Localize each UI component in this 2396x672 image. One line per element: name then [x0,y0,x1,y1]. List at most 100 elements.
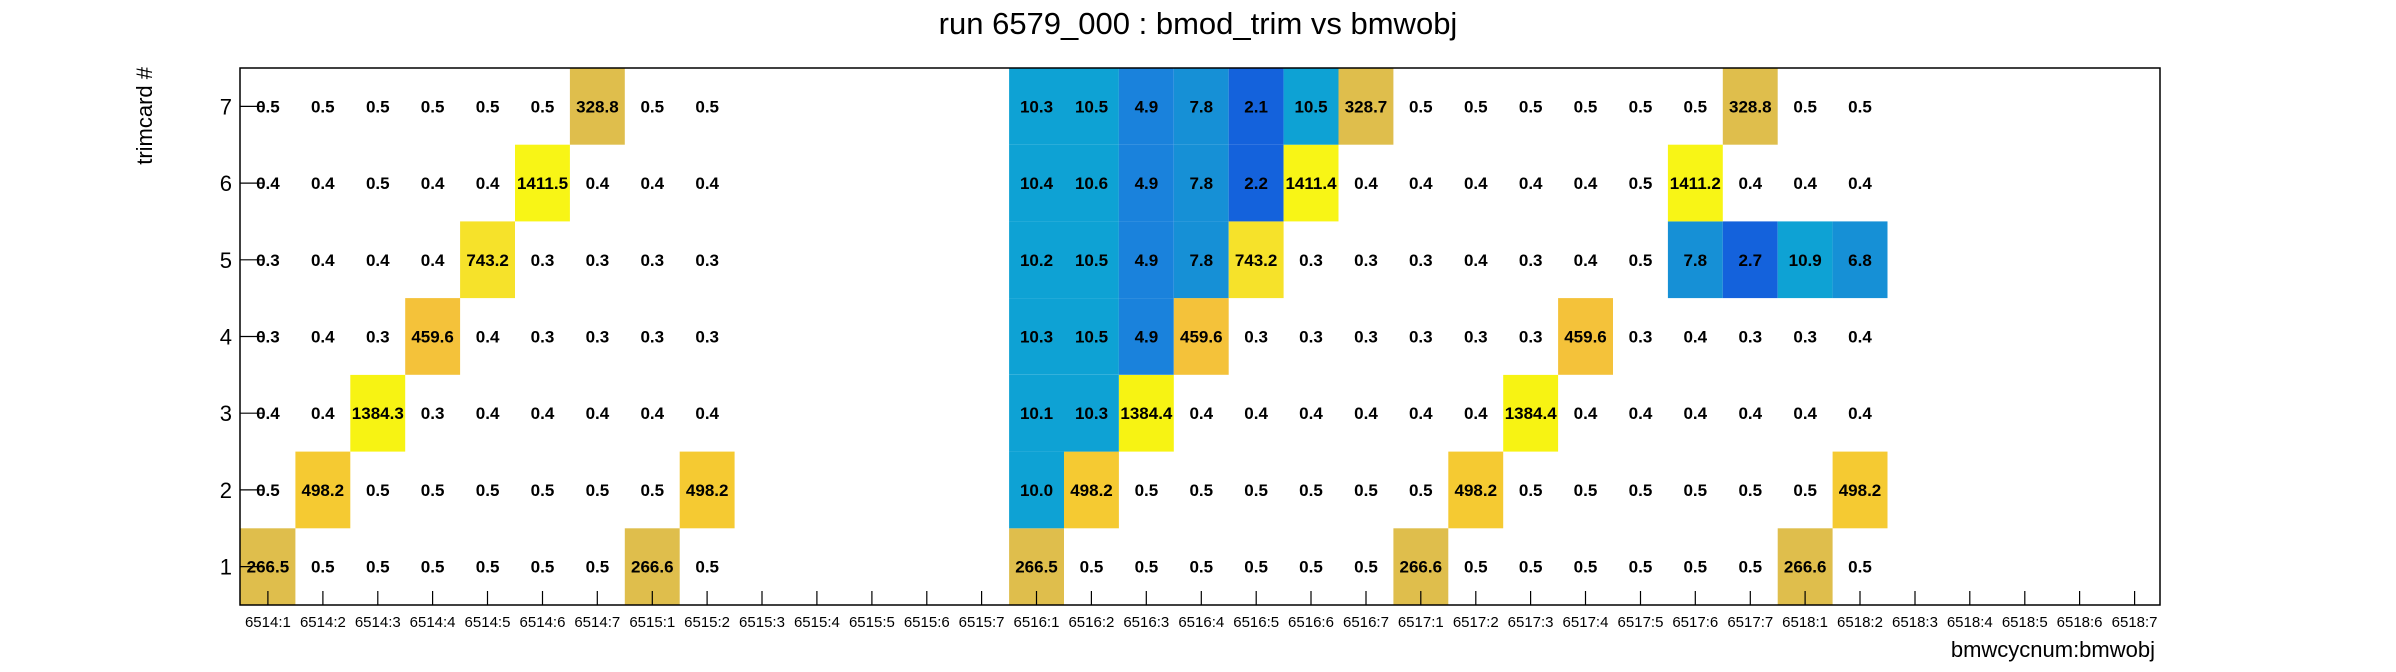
cell-value-label: 6.8 [1848,251,1872,270]
heatmap-cell [1722,221,1778,299]
cell-value-label: 0.5 [366,174,390,193]
cell-value-label: 0.4 [586,404,610,423]
cell-value-label: 0.3 [1519,328,1543,347]
heatmap-cell [1009,451,1064,529]
cell-value-label: 0.4 [476,328,500,347]
cell-value-label: 0.5 [311,558,335,577]
x-tick-label: 6515:5 [849,614,895,631]
cell-value-label: 0.3 [531,251,555,270]
cell-value-label: 0.3 [531,328,555,347]
cell-value-label: 0.3 [586,251,610,270]
chart-title: run 6579_000 : bmod_trim vs bmwobj [939,6,1458,41]
x-tick-label: 6515:6 [904,614,950,631]
cell-value-label: 0.3 [1409,251,1433,270]
cell-value-label: 0.4 [1464,404,1488,423]
x-tick-label: 6516:2 [1068,614,1114,631]
cell-value-label: 0.5 [1244,481,1268,500]
cell-value-label: 0.5 [256,481,280,500]
cell-value-label: 0.4 [1464,174,1488,193]
cell-value-label: 0.5 [1683,97,1707,116]
heatmap-cell [1009,68,1064,145]
cell-value-label: 0.5 [1189,558,1213,577]
cell-value-label: 266.6 [1400,558,1443,577]
cell-value-label: 0.4 [1244,404,1268,423]
cell-value-label: 2.7 [1738,251,1762,270]
heatmap-cell [1667,221,1723,299]
heatmap-cell [1118,221,1174,299]
x-tick-label: 6517:5 [1618,614,1664,631]
cell-value-label: 0.3 [1464,328,1488,347]
cell-value-label: 0.5 [476,558,500,577]
heatmap-cell [569,68,625,145]
cell-value-label: 0.4 [1464,251,1488,270]
cell-value-label: 0.5 [1683,558,1707,577]
heatmap-cell [1667,144,1723,222]
cell-value-label: 0.3 [1793,328,1817,347]
cell-value-label: 0.5 [256,97,280,116]
y-tick-label: 2 [220,478,232,503]
cell-value-label: 4.9 [1135,174,1159,193]
cell-value-label: 0.5 [366,97,390,116]
cell-value-label: 0.5 [1629,97,1653,116]
heatmap-cell [405,298,461,375]
cell-value-label: 0.4 [1848,174,1872,193]
cell-value-label: 10.5 [1075,97,1108,116]
x-tick-label: 6516:5 [1233,614,1279,631]
heatmap-cell [1448,451,1504,529]
heatmap-cell [1228,68,1284,145]
cell-value-label: 0.5 [1738,558,1762,577]
cell-value-label: 1411.5 [517,174,568,193]
x-tick-label: 6518:5 [2002,614,2048,631]
cell-value-label: 0.5 [695,97,719,116]
cell-value-label: 0.5 [640,97,664,116]
cell-value-label: 4.9 [1135,251,1159,270]
cell-value-label: 0.5 [1299,558,1323,577]
cell-value-label: 0.3 [366,328,390,347]
cell-value-label: 0.5 [476,97,500,116]
cell-value-label: 1384.4 [1505,404,1558,423]
cell-value-label: 0.5 [586,481,610,500]
cell-value-label: 0.5 [531,97,555,116]
heatmap-cell [1064,298,1119,375]
cell-value-label: 0.5 [1135,558,1159,577]
cell-value-label: 7.8 [1189,174,1213,193]
cell-value-label: 2.1 [1244,97,1268,116]
x-tick-label: 6517:4 [1563,614,1609,631]
cell-value-label: 0.4 [1574,251,1598,270]
cell-value-label: 0.4 [311,174,335,193]
cell-value-label: 0.5 [1299,481,1323,500]
y-axis-label: trimcard # [132,66,157,165]
cell-value-label: 266.6 [1784,558,1827,577]
y-tick-label: 6 [220,171,232,196]
x-axis-ticks: 6514:1 6514:2 6514:3 6514:4 6514:5 6514:6 6514… [245,591,2158,631]
cell-value-label: 10.3 [1075,404,1108,423]
heatmap-cell [460,221,515,299]
cell-value-label: 10.9 [1789,251,1822,270]
cell-value-label: 0.4 [256,174,280,193]
heatmap-cell [350,374,406,452]
x-tick-label: 6518:4 [1947,614,1993,631]
cell-value-label: 0.5 [1135,481,1159,500]
cell-value-label: 0.3 [256,328,280,347]
cell-value-label: 1384.4 [1120,404,1173,423]
cell-value-label: 459.6 [1180,328,1223,347]
cell-value-label: 0.5 [1629,481,1653,500]
cell-value-label: 0.5 [531,558,555,577]
heatmap-cell [1173,298,1229,375]
x-tick-label: 6515:7 [959,614,1005,631]
heatmap-cell [1009,298,1064,375]
cell-value-label: 0.3 [1519,251,1543,270]
x-tick-label: 6514:6 [520,614,566,631]
cell-value-label: 0.5 [421,97,445,116]
cell-value-label: 1411.4 [1285,174,1337,193]
cell-value-label: 0.4 [476,404,500,423]
cell-value-label: 10.5 [1075,328,1108,347]
cell-value-label: 0.4 [1354,174,1378,193]
x-tick-label: 6514:5 [465,614,511,631]
cell-value-label: 0.3 [640,328,664,347]
cell-value-label: 0.4 [1793,404,1817,423]
cell-value-label: 0.4 [586,174,610,193]
x-tick-label: 6517:6 [1672,614,1718,631]
y-tick-label: 7 [220,94,232,119]
